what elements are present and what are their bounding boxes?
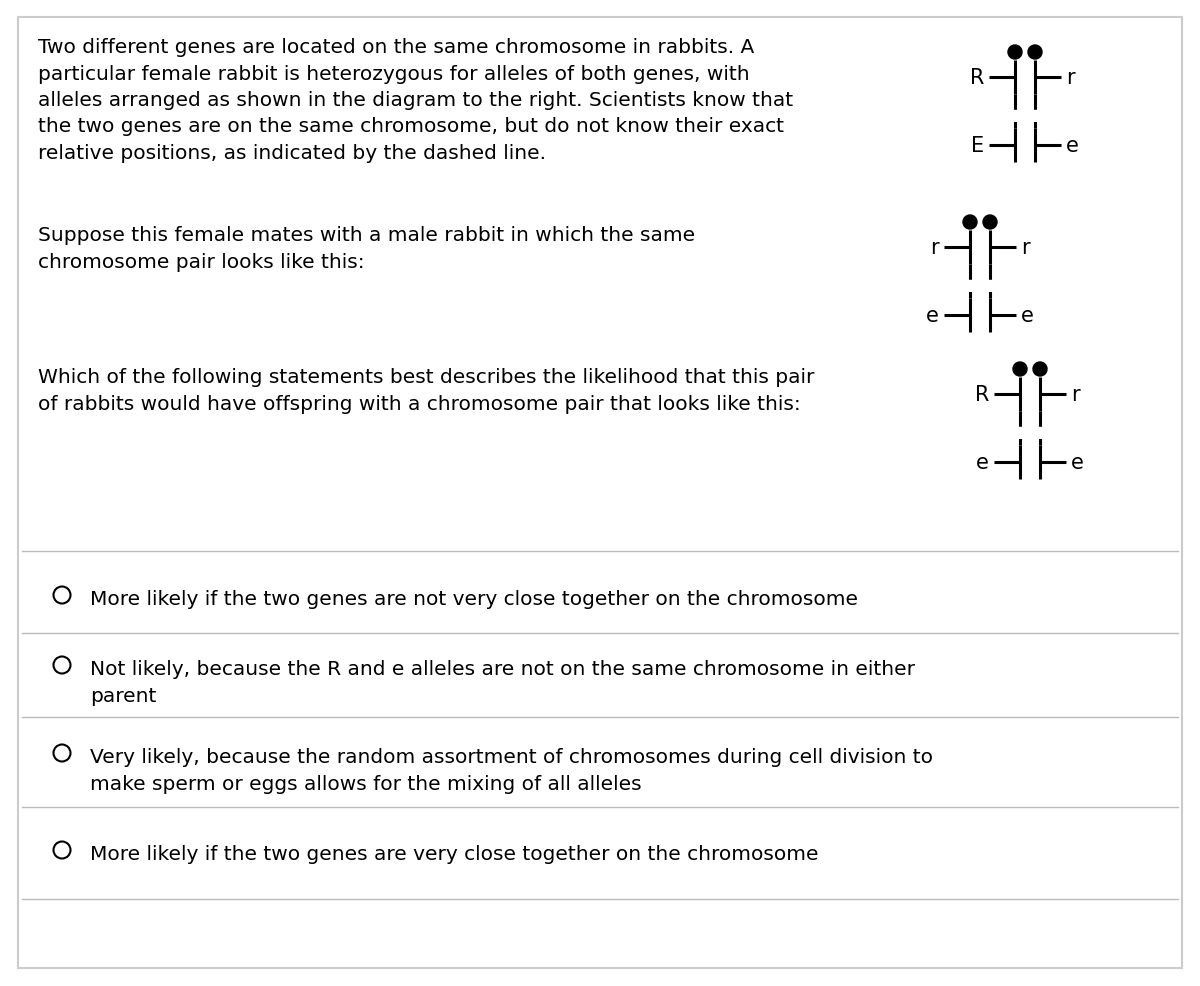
Circle shape: [1033, 363, 1046, 377]
Text: e: e: [1072, 453, 1084, 472]
Circle shape: [1028, 46, 1042, 60]
Text: r: r: [1066, 68, 1075, 88]
Text: Suppose this female mates with a male rabbit in which the same
chromosome pair l: Suppose this female mates with a male ra…: [38, 226, 695, 271]
Text: R: R: [970, 68, 984, 88]
Circle shape: [54, 587, 71, 603]
Text: E: E: [971, 136, 984, 156]
Text: r: r: [1072, 385, 1080, 404]
Text: More likely if the two genes are very close together on the chromosome: More likely if the two genes are very cl…: [90, 844, 818, 863]
Text: r: r: [930, 238, 940, 257]
Text: e: e: [1021, 306, 1034, 325]
Text: Very likely, because the random assortment of chromosomes during cell division t: Very likely, because the random assortme…: [90, 747, 934, 793]
Circle shape: [54, 744, 71, 762]
Circle shape: [1013, 363, 1027, 377]
Text: e: e: [1066, 136, 1079, 156]
Text: Not likely, because the R and e alleles are not on the same chromosome in either: Not likely, because the R and e alleles …: [90, 660, 916, 705]
Text: R: R: [974, 385, 989, 404]
Circle shape: [964, 216, 977, 230]
Text: Two different genes are located on the same chromosome in rabbits. A
particular : Two different genes are located on the s…: [38, 38, 793, 163]
Circle shape: [983, 216, 997, 230]
Text: r: r: [1021, 238, 1030, 257]
Circle shape: [1008, 46, 1022, 60]
Text: e: e: [926, 306, 940, 325]
Text: More likely if the two genes are not very close together on the chromosome: More likely if the two genes are not ver…: [90, 590, 858, 608]
Text: e: e: [976, 453, 989, 472]
Text: Which of the following statements best describes the likelihood that this pair
o: Which of the following statements best d…: [38, 368, 815, 413]
Circle shape: [54, 657, 71, 673]
Circle shape: [54, 842, 71, 859]
